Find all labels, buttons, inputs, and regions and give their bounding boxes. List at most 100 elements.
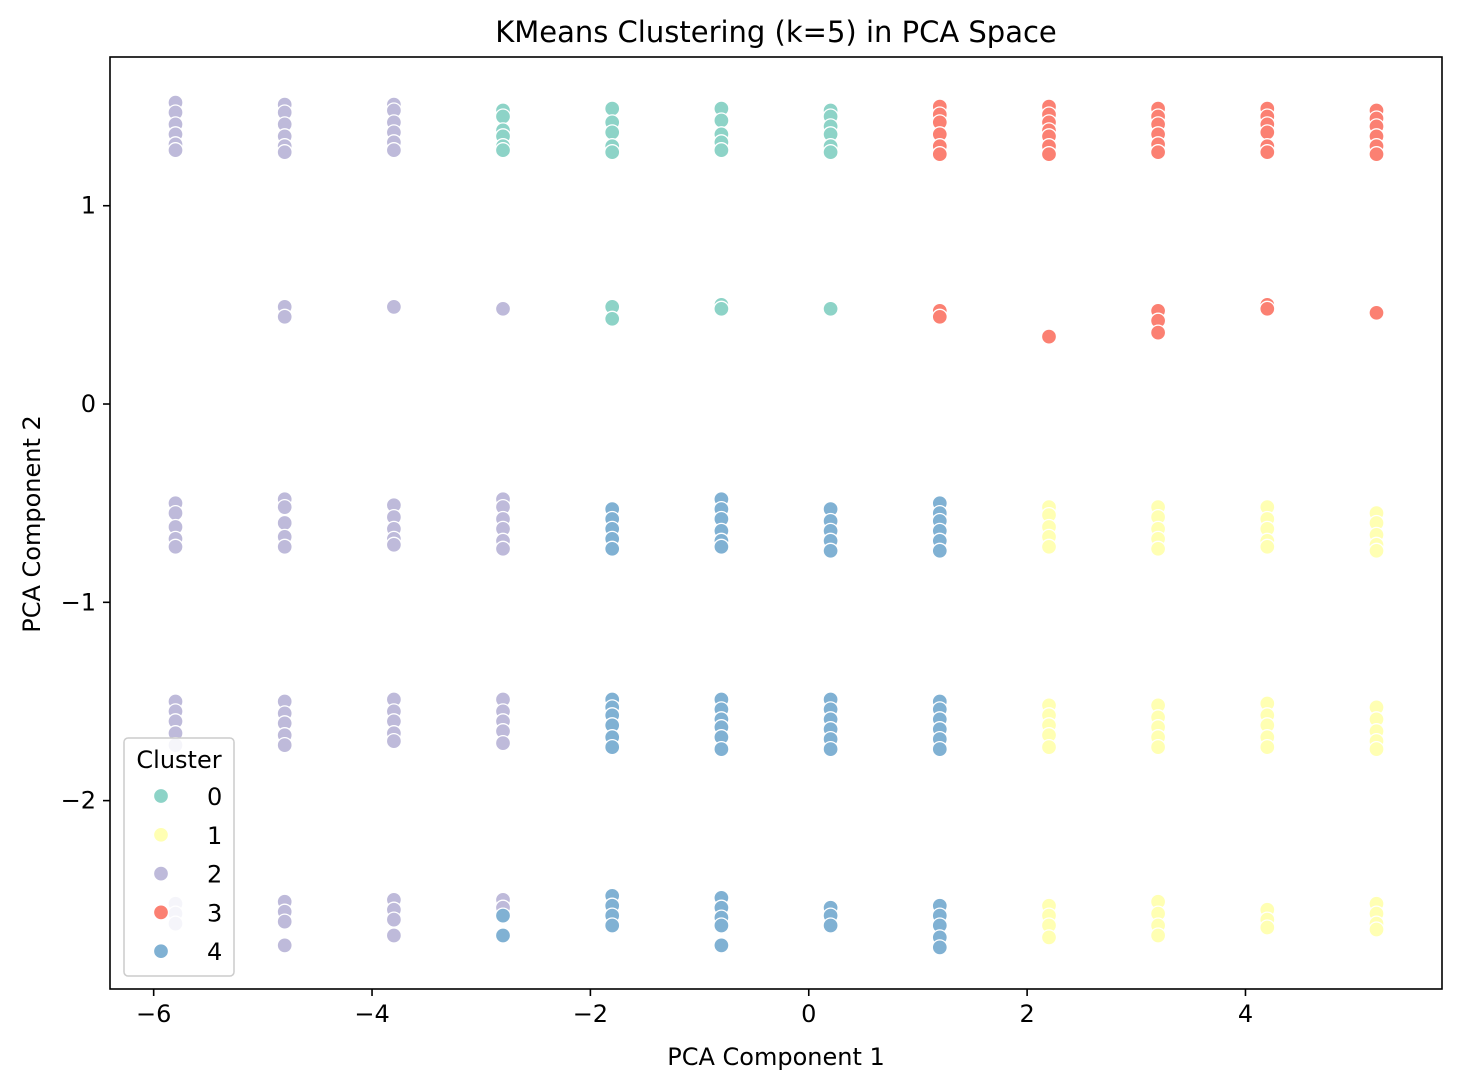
data-point [167, 142, 184, 159]
data-point [713, 142, 730, 159]
data-point [276, 538, 293, 555]
data-point [276, 514, 293, 532]
legend-entries: 0 1 2 3 4 [152, 783, 222, 966]
legend-marker [152, 865, 170, 882]
data-point [1149, 324, 1167, 341]
y-axis-label: PCA Component 2 [18, 415, 46, 633]
points-layer [167, 94, 1385, 956]
plot-frame [109, 56, 1443, 990]
legend-marker [152, 943, 170, 960]
data-point [713, 740, 730, 758]
legend-title: Cluster [136, 746, 221, 774]
data-point [494, 927, 512, 944]
legend-marker [152, 787, 170, 805]
data-point [1040, 929, 1058, 946]
legend-marker [152, 904, 170, 921]
data-point [276, 144, 293, 161]
data-point [822, 917, 839, 934]
x-tick-label: −6 [136, 1000, 171, 1028]
data-point [385, 536, 403, 553]
data-point [276, 736, 293, 754]
legend-entry-4: 4 [152, 938, 222, 966]
series-2 [167, 94, 512, 954]
data-point [1040, 738, 1058, 756]
data-point [604, 124, 621, 141]
data-point [822, 300, 839, 317]
data-point [494, 142, 512, 159]
legend-label: 4 [207, 938, 222, 966]
data-point [276, 498, 293, 516]
legend-label: 1 [207, 822, 222, 850]
x-tick-label: −4 [354, 1000, 389, 1028]
chart-title: KMeans Clustering (k=5) in PCA Space [495, 15, 1057, 49]
series-0 [494, 100, 839, 327]
data-point [1259, 124, 1276, 141]
data-point [1368, 740, 1385, 758]
data-point [494, 907, 512, 924]
data-point [494, 108, 512, 125]
data-point [385, 927, 403, 944]
data-point [931, 542, 948, 559]
data-point [822, 542, 839, 559]
data-point [1259, 144, 1276, 161]
legend-entry-2: 2 [152, 861, 222, 889]
x-tick-label: 0 [801, 1000, 816, 1028]
data-point [822, 144, 839, 161]
legend: Cluster 0 1 2 3 4 [123, 737, 235, 977]
data-point [1259, 738, 1276, 756]
data-point [604, 917, 621, 934]
data-point [167, 504, 184, 522]
data-point [1259, 538, 1276, 555]
data-point [276, 913, 293, 930]
data-point [713, 937, 730, 954]
legend-marker [152, 826, 170, 843]
data-point [604, 540, 621, 557]
series-4 [494, 491, 948, 956]
data-point [1040, 146, 1058, 163]
data-point [1040, 328, 1058, 345]
data-point [276, 308, 293, 325]
series-3 [931, 98, 1385, 345]
data-point [931, 146, 948, 163]
legend-label: 0 [207, 783, 222, 811]
legend-frame [123, 737, 235, 977]
data-point [1368, 304, 1385, 321]
data-point [713, 917, 730, 934]
data-point [494, 300, 512, 317]
data-point [1149, 927, 1167, 944]
data-point [1149, 738, 1167, 756]
data-point [385, 732, 403, 750]
data-point [822, 740, 839, 758]
data-point [1149, 540, 1167, 557]
data-point [1040, 538, 1058, 555]
data-point [167, 538, 184, 555]
data-point [385, 298, 403, 316]
y-tick-label: −2 [61, 787, 96, 815]
axes-layer: −6 −4 −2 0 2 4 −2 −1 0 1 [61, 56, 1443, 1028]
data-point [604, 310, 621, 327]
y-tick-label: 1 [81, 192, 96, 220]
y-tick-label: −1 [61, 588, 96, 616]
data-point [604, 100, 621, 117]
data-point [1368, 146, 1385, 163]
data-point [931, 740, 948, 758]
data-point [713, 300, 730, 317]
data-point [494, 734, 512, 752]
x-tick-label: 2 [1019, 1000, 1034, 1028]
legend-entry-0: 0 [152, 783, 222, 811]
legend-entry-1: 1 [152, 822, 222, 850]
data-point [604, 144, 621, 161]
data-point [494, 540, 512, 557]
data-point [385, 911, 403, 928]
data-point [1149, 144, 1167, 161]
legend-label: 2 [207, 861, 222, 889]
data-point [1368, 921, 1385, 938]
legend-label: 3 [207, 899, 222, 927]
data-point [713, 112, 730, 129]
x-axis-label: PCA Component 1 [667, 1043, 885, 1071]
x-tick-label: −2 [573, 1000, 608, 1028]
legend-entry-3: 3 [152, 899, 222, 927]
